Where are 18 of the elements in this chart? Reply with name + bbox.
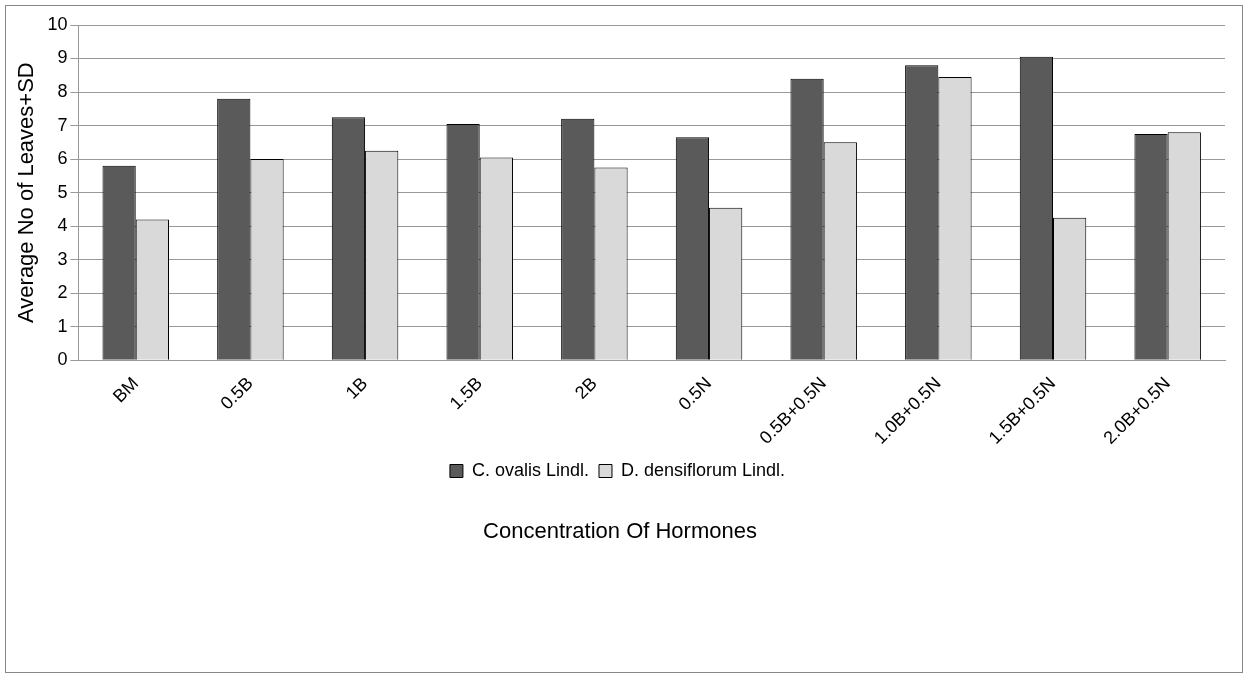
legend-label: C. ovalis Lindl.: [471, 459, 589, 480]
y-tick-label: 6: [57, 148, 68, 169]
y-tick-label: 7: [57, 114, 68, 135]
x-tick-label: BM: [108, 373, 143, 407]
y-tick-label: 1: [57, 315, 68, 336]
y-tick-label: 9: [57, 47, 68, 68]
y-tick-label: 3: [57, 248, 68, 269]
y-tick-label: 2: [57, 282, 68, 303]
y-tick-label: 4: [57, 215, 68, 236]
y-tick-label: 5: [57, 181, 68, 202]
y-axis-title: Average No of Leaves+SD: [13, 62, 39, 323]
y-tick-label: 10: [47, 13, 68, 34]
x-tick-label: 1B: [341, 373, 372, 403]
legend-label: D. densiflorum Lindl.: [620, 459, 786, 480]
x-tick-label: 2B: [571, 373, 601, 403]
y-tick-label: 0: [57, 349, 68, 370]
x-axis-title: Concentration Of Hormones: [482, 518, 758, 544]
y-tick-label: 8: [57, 81, 68, 102]
